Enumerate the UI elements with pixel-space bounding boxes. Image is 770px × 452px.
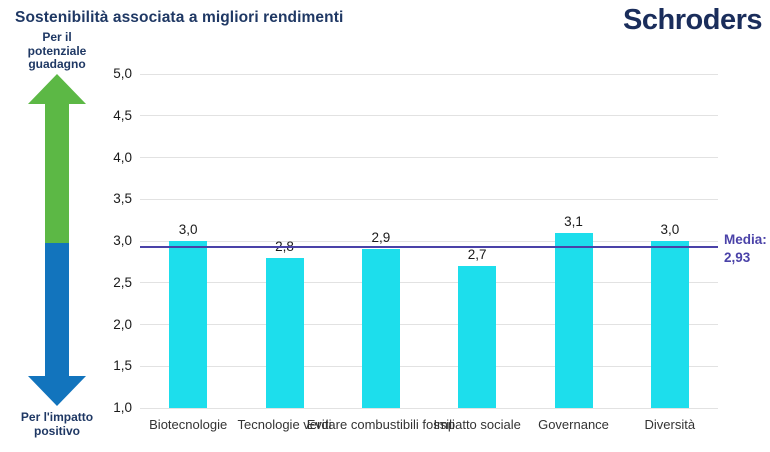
- bar-value-label: 3,0: [178, 222, 198, 237]
- bar-1: [169, 241, 208, 408]
- positive-impact-label-line: Per l'impatto: [20, 410, 94, 424]
- y-axis-tick-label: 2,0: [113, 316, 132, 332]
- x-axis-category-label: Evitare combustibili fossili: [306, 417, 455, 432]
- bar-value-label: 3,1: [564, 213, 583, 229]
- gridline: [140, 115, 718, 117]
- mean-annotation: Media: 2,93: [724, 231, 767, 267]
- bar-5: [554, 232, 593, 408]
- positive-impact-label: Per l'impatto positivo: [5, 410, 109, 438]
- bar-6: [650, 241, 689, 408]
- mean-annotation-line: 2,93: [724, 250, 751, 265]
- gridline: [140, 282, 718, 284]
- bar-3: [361, 249, 400, 408]
- potential-gain-label-line: Per il: [42, 30, 72, 44]
- x-axis-category-label: Impatto sociale: [433, 417, 521, 432]
- positive-impact-label-line: positivo: [33, 423, 80, 438]
- gridline: [140, 198, 718, 200]
- potential-gain-label-line: potenziale: [27, 43, 87, 58]
- gridline: [140, 73, 718, 75]
- gridline: [140, 240, 718, 242]
- gain-impact-arrow-icon: [28, 74, 86, 406]
- mean-line: [140, 245, 718, 248]
- up-arrow-icon: [28, 74, 86, 243]
- bar-value-label: 2,7: [467, 247, 487, 263]
- mean-annotation-line: Media:: [724, 232, 767, 247]
- gridline: [140, 324, 718, 325]
- x-axis-category-label: Biotecnologie: [149, 417, 228, 432]
- y-axis-tick-label: 3,5: [113, 191, 132, 207]
- y-axis-tick-label: 3,0: [113, 233, 132, 248]
- page-title: Sostenibilità associata a migliori rendi…: [15, 9, 344, 26]
- x-axis-category-label: Diversità: [644, 417, 696, 432]
- potential-gain-label: Per il potenziale guadagno: [5, 30, 109, 72]
- gridline: [140, 407, 718, 409]
- schroders-logo: Schroders: [623, 4, 762, 36]
- y-axis-tick-label: 4,0: [113, 149, 132, 165]
- down-arrow-icon: [28, 243, 86, 406]
- gridline: [140, 365, 718, 367]
- bar-value-label: 3,0: [660, 222, 680, 237]
- y-axis-tick-label: 1,5: [113, 358, 132, 374]
- y-axis-tick-label: 1,0: [113, 400, 132, 415]
- potential-gain-label-line: guadagno: [28, 57, 86, 71]
- x-axis-category-label: Governance: [538, 417, 609, 432]
- bar-value-label: 2,9: [371, 230, 391, 246]
- y-axis-tick-label: 5,0: [113, 66, 132, 81]
- bar-chart-plot-area: 5,0 4,5 4,0 3,5 3,0 2,5 2,0 1,5 1,0 3,0 Biotecnolo…: [113, 66, 718, 432]
- bar-4: [458, 266, 497, 408]
- y-axis-tick-label: 2,5: [113, 274, 132, 290]
- x-axis-category-label: Tecnologie verdi: [237, 417, 332, 432]
- gridline: [140, 157, 718, 158]
- bar-2: [265, 257, 304, 408]
- y-axis-tick-label: 4,5: [113, 107, 132, 123]
